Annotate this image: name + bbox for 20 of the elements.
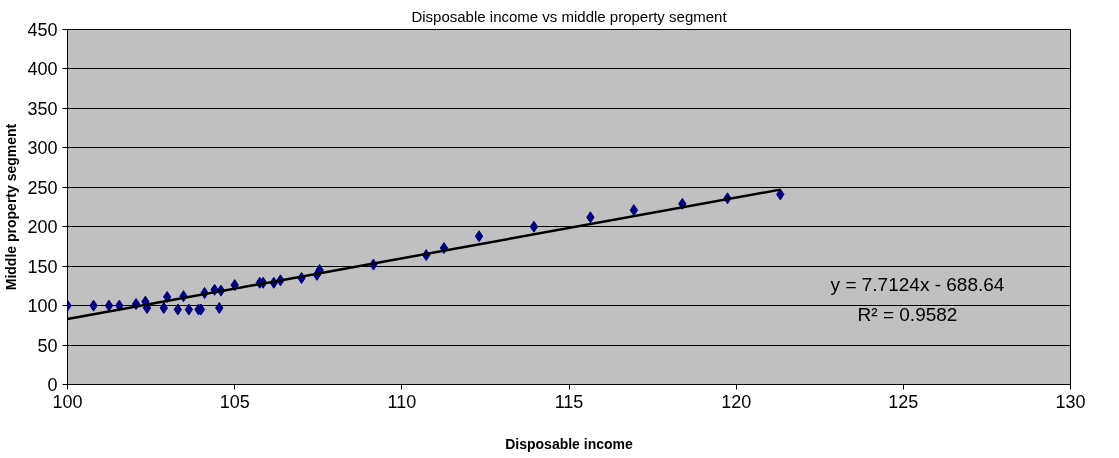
x-tick-label: 110 [387,391,417,412]
x-tick-label: 105 [219,391,250,412]
y-tick-label: 100 [27,296,58,317]
x-tick-label: 125 [888,391,919,412]
chart-title: Disposable income vs middle property segment [411,7,728,25]
annotation: y = 7.7124x - 688.64 [830,273,1005,295]
x-tick-label: 115 [554,391,584,412]
x-tick-label: 130 [1055,391,1086,412]
y-tick-label: 300 [27,138,58,159]
y-tick-label: 250 [27,177,58,198]
y-tick-label: 50 [37,335,58,356]
x-tick-label: 120 [721,391,752,412]
y-tick-label: 400 [27,59,58,80]
x-axis-title: Disposable income [505,435,634,452]
annotation: R² = 0.9582 [857,303,958,325]
y-tick-label: 450 [27,20,58,40]
y-tick-label: 350 [27,98,58,119]
y-tick-label: 200 [27,217,58,238]
y-axis-title: Middle property segment [3,123,20,291]
y-tick-label: 150 [27,256,58,277]
